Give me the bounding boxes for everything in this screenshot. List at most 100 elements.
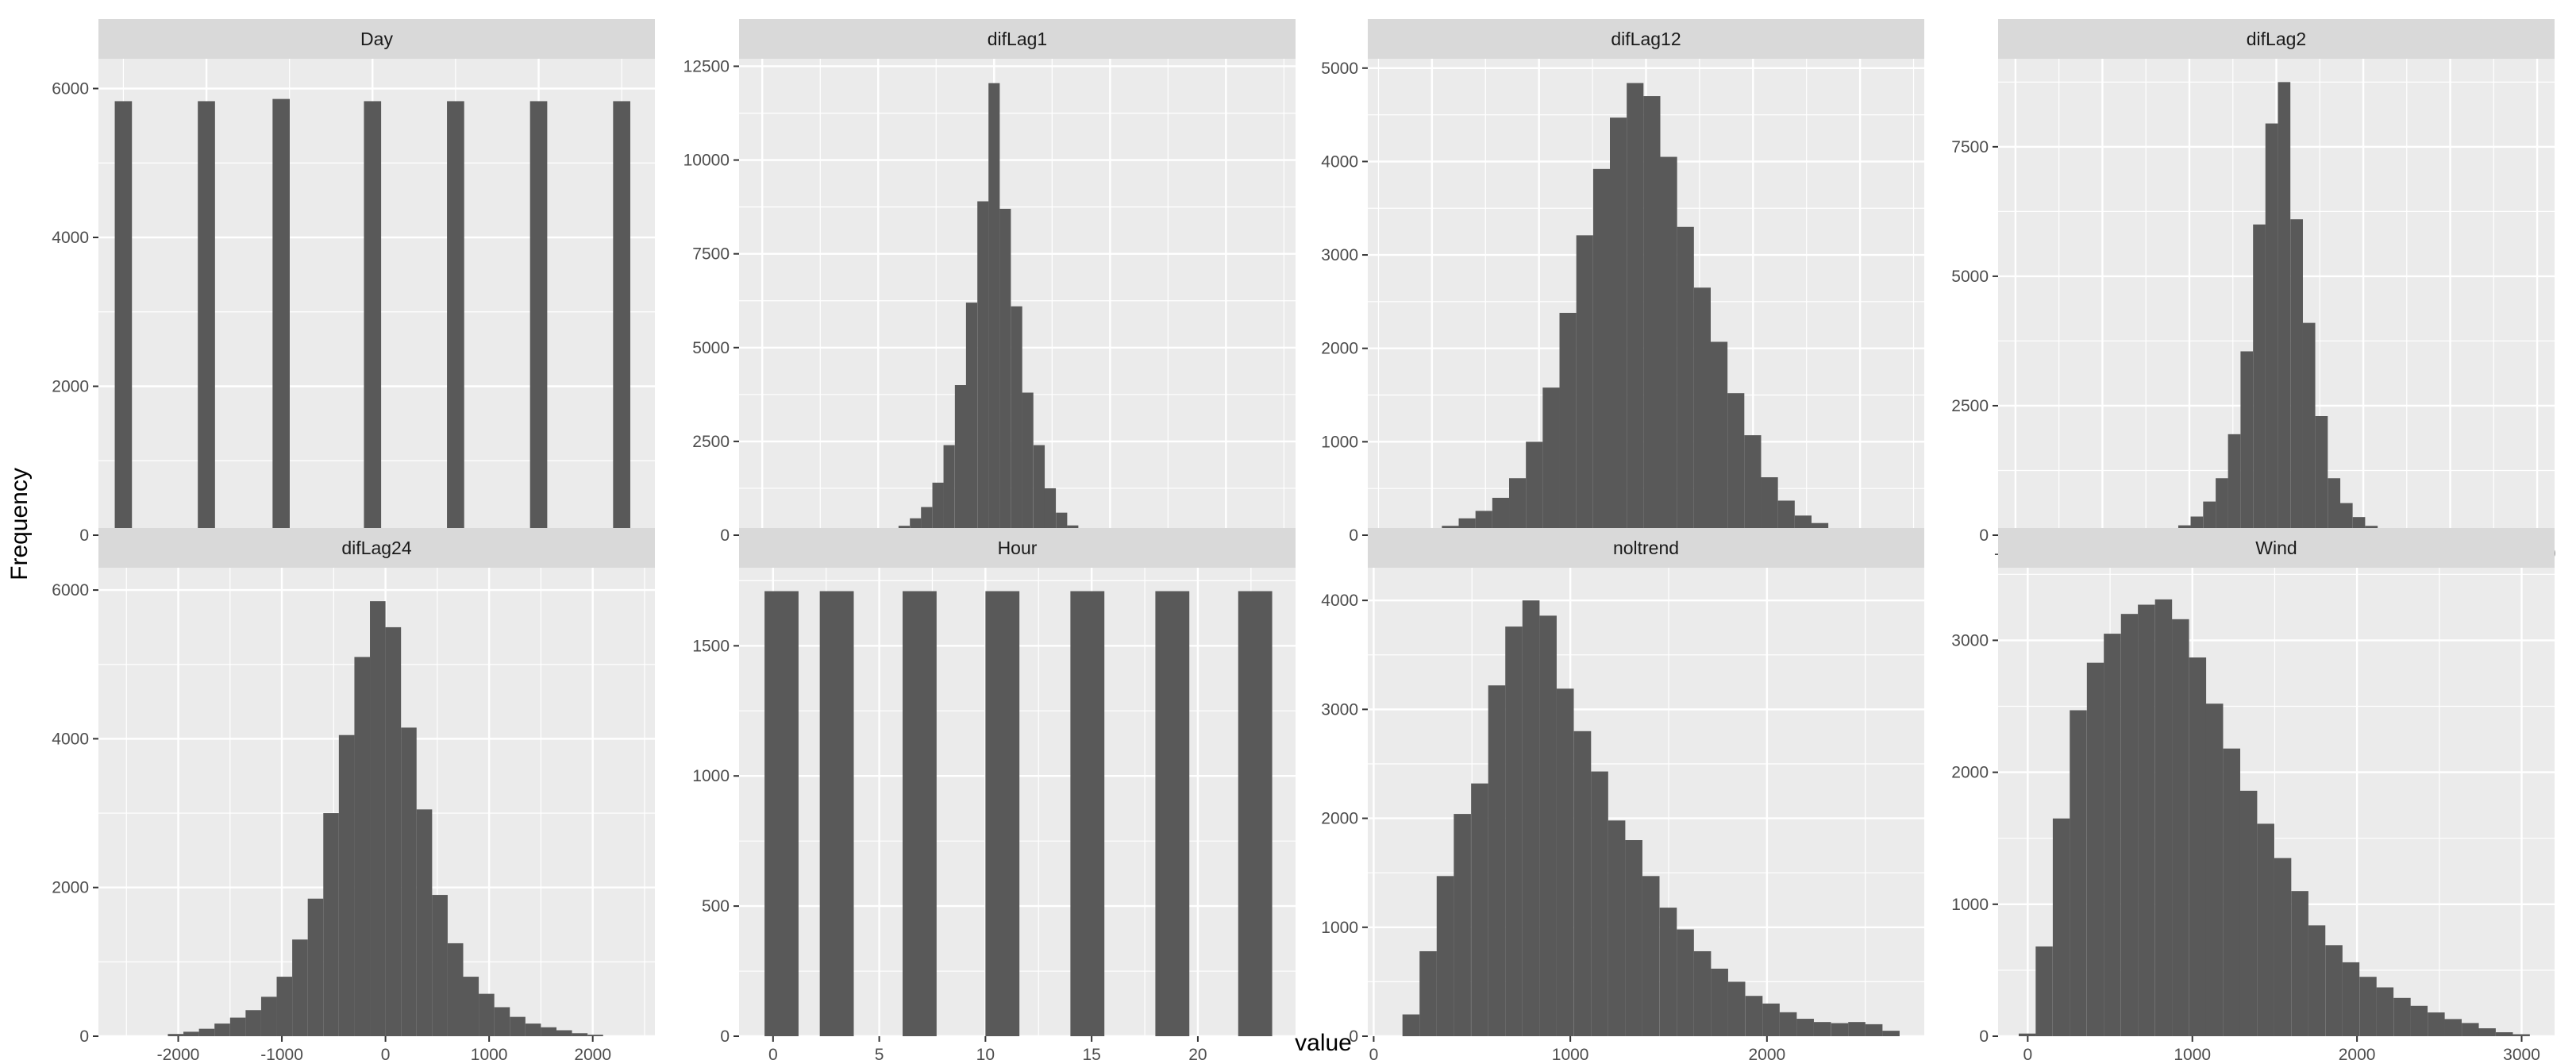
facet-diflag24: difLag24 0 2000 4000 6000 -2000 -1000 0 1000 2000 [52, 528, 655, 1064]
histogram-bar [1777, 500, 1795, 535]
histogram-bar [1419, 950, 1437, 1036]
histogram-bar [1011, 306, 1022, 535]
histogram-bar [2265, 123, 2278, 536]
histogram-bar [2342, 962, 2360, 1036]
x-tick-label: 20 [1188, 1046, 1207, 1064]
y-tick-label: 2000 [1321, 810, 1358, 828]
histogram-bar [954, 385, 967, 535]
histogram-bar [572, 1033, 588, 1036]
histogram-bar [1745, 996, 1763, 1036]
histogram-bar [2240, 351, 2254, 535]
y-tick-label: 0 [720, 526, 730, 545]
histogram-bar [1693, 287, 1711, 535]
x-tick-label: -1000 [260, 1046, 303, 1064]
histogram-bar [2172, 619, 2189, 1036]
histogram-bar [1542, 387, 1560, 535]
histogram-bar [198, 101, 215, 535]
facet-title: difLag12 [1611, 29, 1681, 49]
x-tick-label: 2000 [574, 1046, 611, 1064]
histogram-bar [1762, 1003, 1780, 1036]
histogram-bar [1865, 1024, 1883, 1036]
histogram-bar [292, 939, 308, 1036]
histogram-bar [2052, 818, 2070, 1036]
facet-strip [739, 528, 1296, 568]
y-tick-label: 5000 [1321, 60, 1358, 78]
x-tick-label: 15 [1082, 1046, 1100, 1064]
y-tick-label: 1000 [1321, 433, 1358, 451]
histogram-bar [1591, 771, 1608, 1036]
histogram-bar [2444, 1019, 2462, 1036]
histogram-bar [364, 101, 382, 535]
histogram-bar [2462, 1023, 2479, 1036]
histogram-bar [1848, 1022, 1866, 1036]
y-tick-label: 6000 [52, 581, 89, 599]
y-tick-label: 0 [1349, 1027, 1358, 1046]
histogram-bar [354, 657, 371, 1036]
histogram-bar [2393, 997, 2411, 1036]
histogram-bar [447, 943, 464, 1036]
histogram-bar [1779, 1012, 1797, 1036]
histogram-bar [1522, 600, 1540, 1036]
histogram-bar [198, 1028, 215, 1036]
histogram-bar [2253, 224, 2266, 535]
histogram-bar [276, 977, 293, 1036]
histogram-bar [1643, 96, 1661, 535]
y-tick-label: 6000 [52, 80, 89, 98]
x-tick-label: 0 [381, 1046, 391, 1064]
histogram-bar [1509, 478, 1527, 535]
facet-title: difLag1 [988, 29, 1047, 49]
histogram-bar [1022, 392, 1034, 535]
histogram-bar [1727, 393, 1745, 535]
histogram-bar [1559, 313, 1577, 535]
histogram-bar [2325, 945, 2343, 1036]
histogram-bar [385, 626, 402, 1036]
histogram-bar [272, 98, 291, 535]
x-tick-label: 10 [976, 1046, 995, 1064]
histogram-bar [764, 591, 799, 1036]
histogram-bar [903, 591, 937, 1036]
x-tick-label: 5 [875, 1046, 884, 1064]
histogram-bar [2308, 925, 2326, 1036]
y-tick-label: 3000 [1321, 246, 1358, 264]
y-tick-label: 1000 [1951, 896, 1989, 914]
y-tick-label: 3000 [1321, 700, 1358, 719]
histogram-bar [229, 1017, 246, 1036]
histogram-bar [541, 1027, 556, 1036]
x-tick-label: 3000 [2503, 1046, 2540, 1064]
facet-strip [1368, 19, 1924, 59]
histogram-bar [1044, 488, 1057, 535]
x-tick-label: 2000 [2339, 1046, 2376, 1064]
histogram-bar [2086, 662, 2104, 1036]
histogram-bar [988, 83, 1000, 535]
histogram-bar [323, 813, 339, 1036]
histogram-bar [401, 727, 417, 1036]
x-tick-label: 0 [2023, 1046, 2032, 1064]
histogram-bar [510, 1016, 526, 1036]
histogram-bar [260, 997, 277, 1036]
facet-strip [98, 528, 655, 568]
histogram-bar [2410, 1005, 2428, 1036]
facet-grid: Day0200040006000246difLag102500500075001… [52, 19, 2555, 1064]
y-tick-label: 0 [79, 526, 89, 545]
y-tick-label: 5000 [1951, 268, 1989, 286]
histogram-bar [2070, 710, 2087, 1036]
histogram-bar [2154, 599, 2173, 1036]
y-tick-label: 7500 [692, 245, 730, 264]
histogram-bar [2274, 858, 2292, 1036]
histogram-bar [2138, 604, 2155, 1036]
x-axis-title: value [1295, 1030, 1352, 1056]
histogram-bar [1492, 497, 1510, 535]
histogram-bar [1882, 1031, 1900, 1036]
histogram-bar [167, 1034, 184, 1036]
histogram-bar [2223, 748, 2241, 1036]
histogram-bar [2257, 823, 2274, 1036]
histogram-bar [1402, 1014, 1420, 1036]
facet-title: difLag2 [2247, 29, 2306, 49]
histogram-bar [494, 1007, 510, 1036]
y-tick-label: 2500 [1951, 397, 1989, 415]
histogram-bar [1796, 1019, 1814, 1036]
y-tick-label: 4000 [1321, 592, 1358, 610]
y-tick-label: 0 [1979, 1027, 1989, 1046]
histogram-bar [2035, 946, 2053, 1036]
facet-title: difLag24 [341, 538, 411, 558]
